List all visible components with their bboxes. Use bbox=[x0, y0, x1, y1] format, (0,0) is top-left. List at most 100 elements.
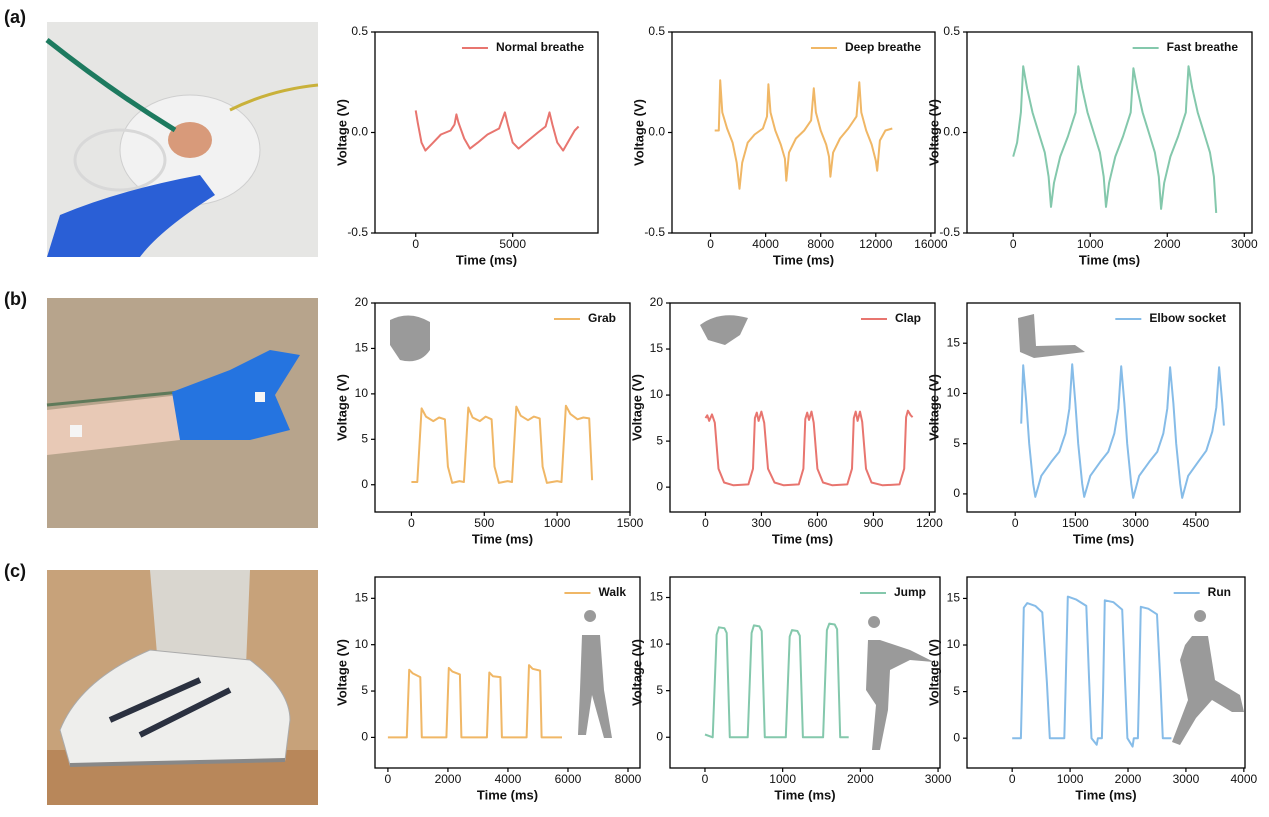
x-tick-label: 4000 bbox=[752, 237, 779, 251]
y-axis-label: Voltage (V) bbox=[334, 374, 349, 441]
x-tick-label: 2000 bbox=[435, 772, 462, 786]
y-tick-label: 10 bbox=[947, 386, 961, 400]
plot-frame bbox=[669, 302, 936, 513]
x-tick-label: 2000 bbox=[847, 772, 874, 786]
walk-figure bbox=[578, 610, 612, 738]
x-tick-label: 0 bbox=[1009, 772, 1016, 786]
icons bbox=[390, 314, 1244, 750]
legend-label: Elbow socket bbox=[1149, 311, 1226, 325]
series-line bbox=[1012, 595, 1172, 748]
x-axis-label: Time (ms) bbox=[1079, 252, 1140, 267]
x-tick-label: 2000 bbox=[1154, 237, 1181, 251]
y-axis-label: Voltage (V) bbox=[926, 639, 941, 706]
legend-label: Run bbox=[1208, 585, 1231, 599]
y-tick-label: 15 bbox=[650, 590, 664, 604]
x-tick-label: 5000 bbox=[499, 237, 526, 251]
x-tick-label: 6000 bbox=[555, 772, 582, 786]
series-line bbox=[411, 404, 594, 484]
panel-label: (b) bbox=[4, 289, 27, 309]
x-tick-label: 1000 bbox=[544, 516, 571, 530]
y-tick-label: 15 bbox=[947, 591, 961, 605]
legend-label: Normal breathe bbox=[496, 40, 584, 54]
panel-label: (a) bbox=[4, 7, 26, 27]
plot-frame bbox=[374, 576, 641, 769]
fist-icon bbox=[390, 315, 430, 362]
y-tick-label: 0.0 bbox=[943, 125, 960, 139]
x-axis-label: Time (ms) bbox=[472, 531, 533, 546]
x-tick-label: 8000 bbox=[807, 237, 834, 251]
x-axis-label: Time (ms) bbox=[477, 787, 538, 802]
legend-label: Deep breathe bbox=[845, 40, 921, 54]
jump-figure bbox=[866, 616, 934, 750]
y-tick-label: 0 bbox=[953, 486, 960, 500]
x-tick-label: 0 bbox=[412, 237, 419, 251]
x-tick-label: 3000 bbox=[1173, 772, 1200, 786]
y-tick-label: -0.5 bbox=[644, 225, 665, 239]
y-tick-label: 0 bbox=[656, 479, 663, 493]
plot-frame bbox=[374, 302, 631, 513]
x-tick-label: 0 bbox=[385, 772, 392, 786]
x-tick-label: 1500 bbox=[1062, 516, 1089, 530]
line-chart: 0 500 1000 1500 0 5 10 15 20 Time (ms) Voltage (V)… bbox=[334, 295, 643, 546]
y-tick-label: 0.5 bbox=[648, 24, 665, 38]
line-chart: 0 1000 2000 3000 -0.5 0.0 0.5 Time (ms) Voltage … bbox=[926, 24, 1258, 267]
x-axis-label: Time (ms) bbox=[1073, 531, 1134, 546]
x-tick-label: 4000 bbox=[1230, 772, 1257, 786]
x-axis-label: Time (ms) bbox=[773, 252, 834, 267]
hands-icon bbox=[700, 315, 748, 345]
photo-shoe bbox=[47, 570, 318, 805]
y-axis-label: Voltage (V) bbox=[629, 639, 644, 706]
y-tick-label: 0 bbox=[361, 477, 368, 491]
y-tick-label: 15 bbox=[355, 590, 369, 604]
x-tick-label: 500 bbox=[474, 516, 494, 530]
line-chart: 0 1000 2000 3000 4000 0 5 10 15 Time (ms) Voltage … bbox=[926, 576, 1258, 802]
y-tick-label: 0 bbox=[361, 730, 368, 744]
legend-label: Walk bbox=[598, 585, 626, 599]
y-tick-label: 20 bbox=[355, 295, 369, 309]
y-tick-label: 20 bbox=[650, 295, 664, 309]
legend-label: Jump bbox=[894, 585, 926, 599]
x-tick-label: 0 bbox=[707, 237, 714, 251]
line-chart: 0 5000 -0.5 0.0 0.5 Time (ms) Voltage (V) Norma… bbox=[334, 24, 599, 267]
y-tick-label: 15 bbox=[947, 335, 961, 349]
y-tick-label: 0.0 bbox=[648, 125, 665, 139]
x-tick-label: 1000 bbox=[1057, 772, 1084, 786]
y-tick-label: 0.5 bbox=[943, 24, 960, 38]
legend-label: Clap bbox=[895, 311, 921, 325]
photo-mask bbox=[45, 22, 319, 257]
x-tick-label: 1000 bbox=[1077, 237, 1104, 251]
series-line bbox=[1012, 65, 1218, 213]
panel-label: (c) bbox=[4, 561, 26, 581]
x-tick-label: 12000 bbox=[859, 237, 893, 251]
y-tick-label: 0 bbox=[953, 730, 960, 744]
y-axis-label: Voltage (V) bbox=[334, 99, 349, 166]
plot-frame bbox=[671, 31, 936, 234]
y-tick-label: 0.0 bbox=[351, 125, 368, 139]
y-tick-label: -0.5 bbox=[347, 225, 368, 239]
x-tick-label: 2000 bbox=[1115, 772, 1142, 786]
x-tick-label: 600 bbox=[807, 516, 827, 530]
x-tick-label: 4000 bbox=[495, 772, 522, 786]
series-line bbox=[714, 79, 893, 190]
y-axis-label: Voltage (V) bbox=[631, 99, 646, 166]
plot-frame bbox=[966, 576, 1246, 769]
y-tick-label: 10 bbox=[355, 386, 369, 400]
series-line bbox=[387, 664, 562, 739]
plot-frame bbox=[966, 31, 1253, 234]
y-tick-label: 10 bbox=[355, 637, 369, 651]
plot-frame bbox=[374, 31, 599, 234]
line-chart: 0 1000 2000 3000 0 5 10 15 Time (ms) Voltage (V) J… bbox=[629, 576, 952, 802]
series-line bbox=[704, 622, 849, 739]
x-tick-label: 3000 bbox=[925, 772, 952, 786]
x-tick-label: 300 bbox=[751, 516, 771, 530]
x-tick-label: 1000 bbox=[769, 772, 796, 786]
y-axis-label: Voltage (V) bbox=[926, 99, 941, 166]
series-line bbox=[414, 110, 580, 152]
y-tick-label: 0 bbox=[656, 729, 663, 743]
y-tick-label: 5 bbox=[953, 436, 960, 450]
series-line bbox=[704, 409, 914, 487]
y-tick-label: 10 bbox=[650, 636, 664, 650]
line-chart: 0 2000 4000 6000 8000 0 5 10 15 Time (ms) Voltage … bbox=[334, 576, 642, 802]
x-tick-label: 8000 bbox=[615, 772, 642, 786]
